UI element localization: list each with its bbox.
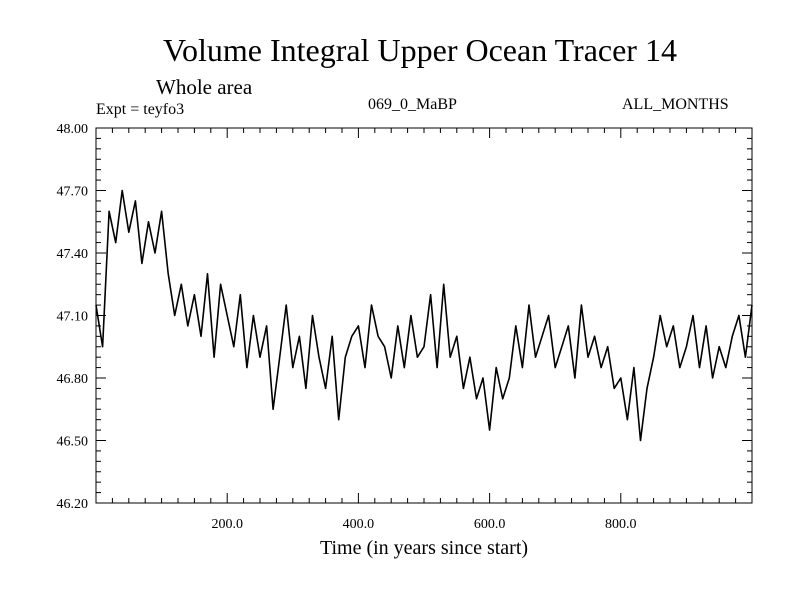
series-line bbox=[95, 189, 753, 442]
x-tick-label: 600.0 bbox=[474, 517, 506, 532]
x-tick-label: 200.0 bbox=[211, 517, 243, 532]
chart-title: Volume Integral Upper Ocean Tracer 14 bbox=[163, 32, 677, 68]
y-tick-label: 47.40 bbox=[57, 247, 89, 262]
months-label: ALL_MONTHS bbox=[622, 96, 729, 113]
y-tick-label: 46.20 bbox=[57, 497, 89, 512]
plot-frame bbox=[95, 127, 753, 504]
x-axis-label: Time (in years since start) bbox=[319, 537, 529, 559]
y-tick-label: 47.70 bbox=[57, 185, 89, 200]
axis-tick-labels: 200.0 400.0 600.0 800.0 46.20 46.50 46.80 47.10… bbox=[57, 122, 637, 532]
y-tick-label: 46.50 bbox=[57, 435, 89, 450]
y-tick-label: 47.10 bbox=[57, 310, 89, 325]
axis-ticks bbox=[96, 128, 752, 503]
y-tick-label: 48.00 bbox=[57, 122, 89, 137]
experiment-label: Expt = teyfo3 bbox=[96, 101, 185, 118]
x-tick-label: 400.0 bbox=[343, 517, 375, 532]
period-label: 069_0_MaBP bbox=[368, 96, 457, 113]
x-tick-label: 800.0 bbox=[605, 517, 637, 532]
chart-subtitle: Whole area bbox=[156, 75, 253, 99]
y-tick-label: 46.80 bbox=[57, 372, 89, 387]
